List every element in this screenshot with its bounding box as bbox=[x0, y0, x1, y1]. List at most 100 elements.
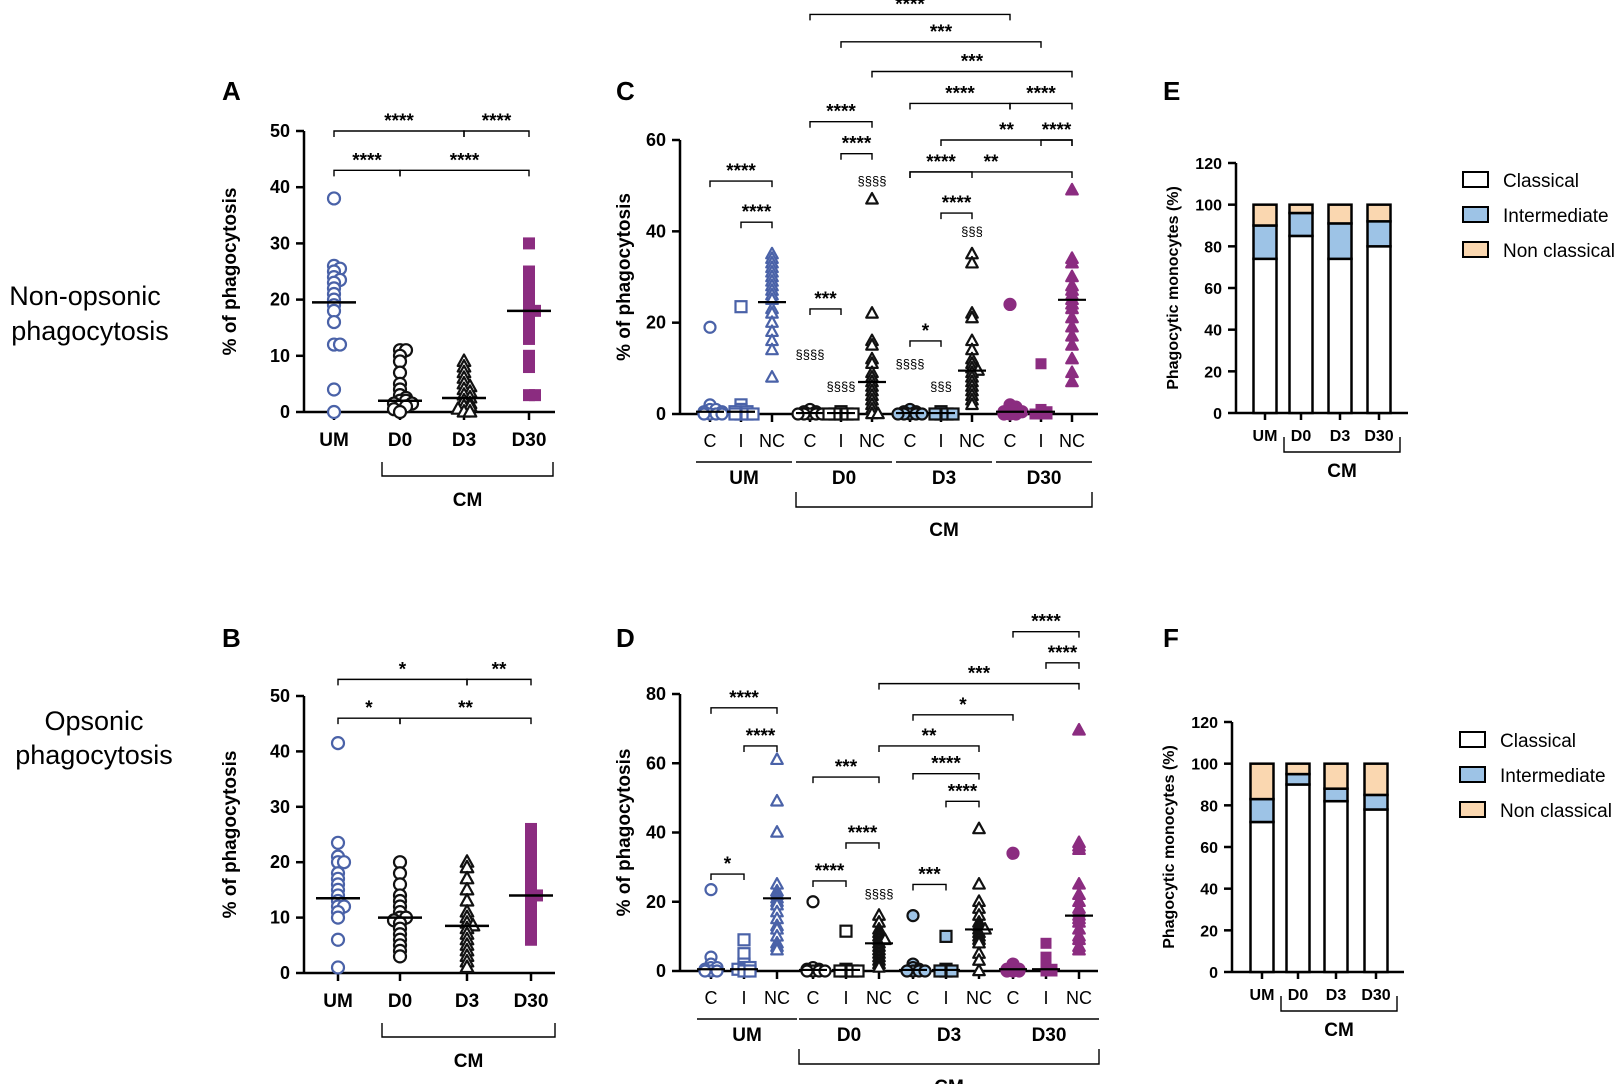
panel-f-x-label-D3: D3 bbox=[1326, 987, 1347, 1004]
panel-c-sig-13-line bbox=[871, 70, 1073, 78]
panel-b-y-tick-label-4: 40 bbox=[270, 741, 290, 761]
panel-b-point-UM-1 bbox=[330, 835, 346, 850]
panel-b-x-label-UM: UM bbox=[323, 991, 353, 1012]
panel-b-point-UM-4 bbox=[336, 855, 352, 870]
panel-f-cm-bracket bbox=[1280, 996, 1398, 1012]
panel-f-bar-D30-nonclassical bbox=[1363, 762, 1389, 797]
legend-e-label-intermediate: Intermediate bbox=[1503, 206, 1609, 227]
panel-c-section-mark-2: §§§§ bbox=[858, 174, 887, 189]
panel-c-point-D30-I-5 bbox=[1029, 408, 1041, 420]
legend-e-swatch-intermediate bbox=[1462, 206, 1489, 223]
panel-d-sig-0-label: **** bbox=[729, 688, 759, 709]
panel-d-cm-label: CM bbox=[934, 1077, 964, 1084]
panel-c-sig-5-line bbox=[840, 153, 873, 160]
panel-f-bar-UM-intermediate bbox=[1249, 797, 1275, 824]
panel-d-point-D30-I-0 bbox=[1040, 937, 1052, 949]
panel-d-point-D30-NC-16 bbox=[1072, 942, 1086, 956]
panel-c-point-UM-I-0 bbox=[734, 300, 748, 314]
panel-c-sig-4-label: **** bbox=[826, 102, 856, 123]
panel-d-sig-4-label: **** bbox=[815, 861, 845, 882]
panel-e-x-label-D3: D3 bbox=[1330, 428, 1351, 445]
panel-d-cm-bracket bbox=[798, 1049, 1100, 1065]
panel-e-bar-D0-classical bbox=[1288, 234, 1314, 415]
panel-e-bar-D30-classical bbox=[1366, 245, 1392, 415]
panel-letter-c: C bbox=[616, 76, 635, 106]
panel-c-group-label-D3: D3 bbox=[932, 468, 956, 489]
panel-a-point-D30-10 bbox=[523, 310, 535, 323]
panel-d-y-tick-label-0: 0 bbox=[656, 961, 666, 981]
panel-c-x-label-D3-C: C bbox=[904, 431, 917, 451]
panel-c-x-label-D0-I: I bbox=[838, 431, 843, 451]
panel-d-point-D0-I-0 bbox=[839, 924, 853, 938]
panel-c-sig-12-line bbox=[1009, 102, 1073, 110]
panel-a-point-D30-0 bbox=[523, 237, 535, 250]
panel-b-sig-1-label: ** bbox=[492, 659, 507, 680]
panel-a-x-label-D0: D0 bbox=[388, 430, 412, 451]
panel-f-bar-UM-nonclassical bbox=[1249, 762, 1275, 801]
panel-c-x-label-D30-I: I bbox=[1038, 431, 1043, 451]
panel-d-group-label-UM: UM bbox=[732, 1025, 762, 1046]
panel-d-y-tick-label-4: 80 bbox=[646, 684, 666, 704]
panel-d-sig-10-line bbox=[912, 714, 1014, 721]
panel-f-bar-D30-classical bbox=[1363, 808, 1389, 974]
panel-c-x-label-UM-I: I bbox=[738, 431, 743, 451]
panel-a-point-D30-13 bbox=[523, 349, 535, 362]
panel-b-sig-3-label: ** bbox=[458, 698, 473, 719]
panel-c-sig-0-label: **** bbox=[726, 161, 756, 182]
panel-b-y-tick-label-5: 50 bbox=[270, 686, 290, 706]
panel-e-x-label-UM: UM bbox=[1253, 428, 1278, 445]
panel-c-sig-3-label: * bbox=[922, 321, 930, 342]
panel-d-sig-2-line bbox=[710, 873, 745, 881]
panel-a-point-D0-16 bbox=[392, 404, 408, 420]
panel-c-point-D30-C-0 bbox=[1003, 297, 1017, 311]
panel-a-point-UM-12 bbox=[326, 314, 342, 330]
panel-d-point-D30-I-5 bbox=[1040, 965, 1052, 977]
panel-d-sig-1-line bbox=[743, 745, 778, 752]
panel-c-x-label-D30-NC: NC bbox=[1059, 431, 1085, 451]
panel-c-sig-11-label: **** bbox=[945, 83, 975, 104]
panel-c-x-label-D0-NC: NC bbox=[859, 431, 885, 451]
panel-c-y-tick-label-0: 0 bbox=[656, 404, 666, 424]
panel-c-point-D30-NC-14 bbox=[1065, 351, 1079, 365]
panel-d-x-label-UM-C: C bbox=[705, 988, 718, 1008]
panel-e-bar-D30-intermediate bbox=[1366, 220, 1392, 248]
panel-a-sig-1-line bbox=[463, 130, 530, 137]
panel-e-bar-D3-nonclassical bbox=[1327, 203, 1353, 225]
panel-c-sig-2-label: *** bbox=[814, 289, 837, 310]
panel-d-point-D30-C-7 bbox=[1000, 964, 1014, 978]
legend-e-swatch-classical bbox=[1462, 171, 1489, 188]
panel-e-y-tick-label-6: 120 bbox=[1195, 156, 1222, 173]
panel-d-sig-12-label: **** bbox=[1048, 643, 1078, 664]
panel-b-y-tick-label-2: 20 bbox=[270, 852, 290, 872]
panel-a-chart: 0 10 20 30 40 50 % of phagocytosis UM D0 D3 D30 CM *… bbox=[220, 111, 555, 511]
panel-b-y-tick-label-3: 30 bbox=[270, 797, 290, 817]
row-label-opsonic-line2: phagocytosis bbox=[15, 740, 173, 770]
panel-a-y-tick-label-5: 50 bbox=[270, 121, 290, 141]
panel-e-bar-D0-nonclassical bbox=[1288, 203, 1314, 215]
panel-e-y-tick-label-5: 100 bbox=[1195, 198, 1222, 215]
panel-c-y-tick-label-3: 60 bbox=[646, 130, 666, 150]
panel-e-bar-UM-nonclassical bbox=[1252, 203, 1278, 227]
panel-c-sig-10-label: **** bbox=[1042, 120, 1072, 141]
panel-b-x-label-D3: D3 bbox=[455, 991, 479, 1012]
panel-d-point-UM-I-7 bbox=[743, 964, 757, 978]
panel-d-point-D3-I-0 bbox=[939, 929, 953, 943]
panel-c-sig-1-line bbox=[740, 221, 773, 229]
legend-e-label-classical: Classical bbox=[1503, 171, 1579, 192]
panel-d-point-UM-C-0 bbox=[704, 883, 718, 897]
panel-a-y-tick-label-2: 20 bbox=[270, 290, 290, 310]
panel-c-point-UM-C-0 bbox=[703, 320, 717, 334]
panel-f-y-tick-label-6: 120 bbox=[1191, 715, 1218, 732]
panel-c-point-UM-I-7 bbox=[728, 407, 742, 421]
panel-d-point-D3-NC-0 bbox=[972, 821, 986, 835]
panel-d-point-UM-C-8 bbox=[698, 964, 712, 978]
panel-e-y-tick-label-4: 80 bbox=[1204, 239, 1222, 256]
panel-d-x-label-D0-I: I bbox=[843, 988, 848, 1008]
panel-d-x-label-D30-I: I bbox=[1043, 988, 1048, 1008]
panel-f-y-label: Phagocytic monocytes (%) bbox=[1161, 745, 1178, 949]
panel-b-point-D30-3 bbox=[525, 850, 537, 863]
panel-c-sig-5-label: **** bbox=[842, 134, 872, 155]
panel-b-chart: 0 10 20 30 40 50 % of phagocytosis UM D0 D3 D30 CM *… bbox=[220, 659, 556, 1072]
panel-c-sig-2-line bbox=[809, 308, 842, 315]
panel-e-y-tick-label-3: 60 bbox=[1204, 281, 1222, 298]
